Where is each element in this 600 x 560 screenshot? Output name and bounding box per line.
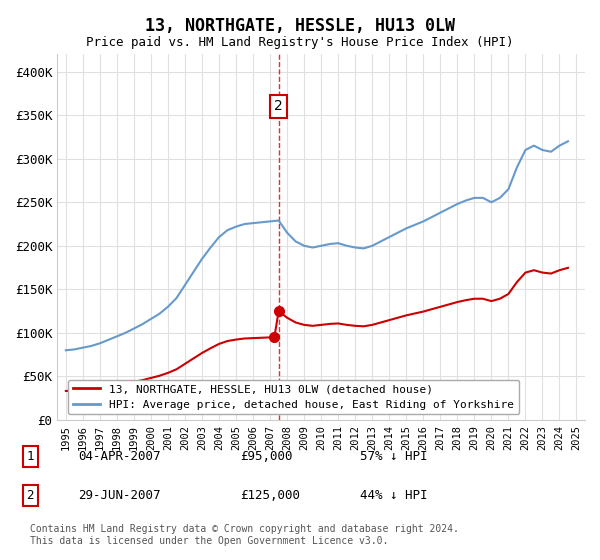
- Text: 44% ↓ HPI: 44% ↓ HPI: [360, 489, 427, 502]
- Text: 2: 2: [26, 489, 34, 502]
- Legend: 13, NORTHGATE, HESSLE, HU13 0LW (detached house), HPI: Average price, detached h: 13, NORTHGATE, HESSLE, HU13 0LW (detache…: [68, 380, 519, 414]
- Text: £125,000: £125,000: [240, 489, 300, 502]
- Text: 57% ↓ HPI: 57% ↓ HPI: [360, 450, 427, 463]
- Text: Contains HM Land Registry data © Crown copyright and database right 2024.
This d: Contains HM Land Registry data © Crown c…: [30, 524, 459, 546]
- Text: 04-APR-2007: 04-APR-2007: [78, 450, 161, 463]
- Text: £95,000: £95,000: [240, 450, 293, 463]
- Text: 1: 1: [26, 450, 34, 463]
- Text: 29-JUN-2007: 29-JUN-2007: [78, 489, 161, 502]
- Text: 2: 2: [274, 100, 283, 114]
- Text: Price paid vs. HM Land Registry's House Price Index (HPI): Price paid vs. HM Land Registry's House …: [86, 36, 514, 49]
- Text: 13, NORTHGATE, HESSLE, HU13 0LW: 13, NORTHGATE, HESSLE, HU13 0LW: [145, 17, 455, 35]
